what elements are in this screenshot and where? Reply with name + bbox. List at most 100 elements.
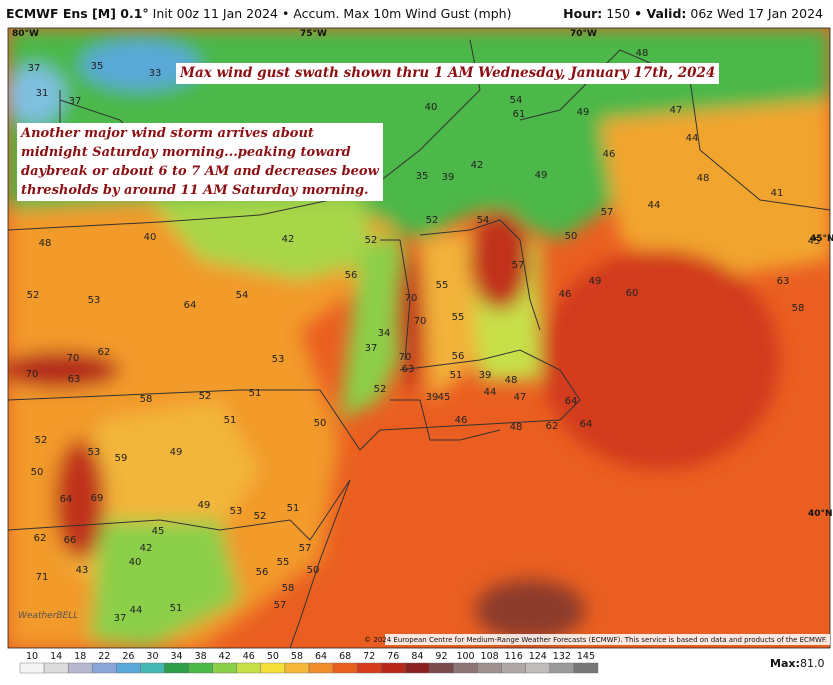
colorbar-swatch — [332, 662, 358, 674]
map-label: 44 — [484, 387, 497, 398]
map-label: 64 — [60, 494, 73, 505]
map-label: 62 — [546, 421, 559, 432]
map-label: 44 — [130, 605, 143, 616]
colorbar-swatch — [116, 662, 141, 674]
map-label: 58 — [140, 394, 153, 405]
map-label: 49 — [577, 107, 590, 118]
colorbar-label: 30 — [146, 651, 158, 662]
map-label: 50 — [565, 231, 578, 242]
colorbar-swatch — [188, 662, 213, 674]
map-label: 33 — [149, 68, 162, 79]
colorbar-swatch — [573, 662, 599, 674]
coordinate-label: 80°W — [12, 29, 39, 39]
map-label: 48 — [510, 422, 523, 433]
map-label: 42 — [140, 543, 153, 554]
map-field — [8, 28, 830, 648]
map-label: 39 — [479, 370, 492, 381]
map-label: 48 — [636, 48, 649, 59]
map-label: 39 — [426, 392, 439, 403]
colorbar-label: 108 — [481, 651, 499, 662]
map-label: 48 — [505, 375, 518, 386]
map-label: 39 — [442, 172, 455, 183]
colorbar-label: 92 — [435, 651, 447, 662]
map-label: 70 — [405, 293, 418, 304]
colorbar-label: 84 — [411, 651, 423, 662]
map-label: 62 — [98, 347, 111, 358]
header-left: ECMWF Ens [M] 0.1° Init 00z 11 Jan 2024 … — [6, 6, 511, 21]
map-label: 45 — [438, 392, 451, 403]
map-label: 53 — [88, 447, 101, 458]
map-label: 64 — [184, 300, 197, 311]
product: Init 00z 11 Jan 2024 • Accum. Max 10m Wi… — [152, 6, 512, 21]
map-label: 46 — [559, 289, 572, 300]
colorbar-label: 34 — [170, 651, 182, 662]
colorbar-label: 58 — [291, 651, 303, 662]
map-label: 57 — [512, 260, 525, 271]
map-label: 63 — [68, 374, 81, 385]
colorbar-swatch — [236, 662, 262, 674]
map-label: 34 — [378, 328, 391, 339]
model: ECMWF Ens [M] 0.1° — [6, 6, 149, 21]
colorbar-swatch — [19, 662, 45, 674]
map-label: 51 — [287, 503, 300, 514]
map-label: 47 — [670, 105, 683, 116]
coordinate-label: 70°W — [570, 29, 597, 39]
colorbar-swatch — [405, 662, 430, 674]
colorbar-label: 132 — [553, 651, 571, 662]
map-label: 64 — [580, 419, 593, 430]
header-right: Hour: 150 • Valid: 06z Wed 17 Jan 2024 — [563, 6, 823, 21]
map-label: 51 — [249, 388, 262, 399]
coordinate-label: 40°N — [808, 509, 833, 519]
map-label: 48 — [697, 173, 710, 184]
map-label: 69 — [91, 493, 104, 504]
colorbar-swatch — [284, 662, 310, 674]
map-label: 66 — [64, 535, 77, 546]
max-label: Max: — [770, 657, 800, 670]
map-labels: 37 35 33 31 37 40 48 48 54 61 49 47 44 46 42 49 35 39 48 41… — [26, 48, 821, 624]
map-label: 49 — [198, 500, 211, 511]
map-label: 53 — [88, 295, 101, 306]
colorbar-label: 22 — [98, 651, 110, 662]
copyright: © 2024 European Centre for Medium-Range … — [364, 636, 827, 644]
colorbar-label: 10 — [26, 651, 38, 662]
map-label: 60 — [626, 288, 639, 299]
map-label: 46 — [455, 415, 468, 426]
map-label: 51 — [224, 415, 237, 426]
coordinate-label: 75°W — [300, 29, 327, 39]
map-label: 57 — [299, 543, 312, 554]
map-label: 50 — [307, 565, 320, 576]
map-label: 37 — [69, 96, 82, 107]
map-label: 61 — [513, 109, 526, 120]
map-label: 42 — [471, 160, 484, 171]
map-label: 37 — [114, 613, 127, 624]
map-label: 37 — [28, 63, 41, 74]
map-label: 40 — [425, 102, 438, 113]
colorbar-swatch — [381, 662, 406, 674]
map-label: 51 — [170, 603, 183, 614]
colorbar-label: 124 — [529, 651, 547, 662]
map-label: 35 — [91, 61, 104, 72]
map-label: 58 — [282, 583, 295, 594]
map-label: 51 — [450, 370, 463, 381]
map-label: 56 — [345, 270, 358, 281]
map-label: 56 — [452, 351, 465, 362]
map-label: 62 — [34, 533, 47, 544]
map-label: 43 — [76, 565, 89, 576]
colorbar-swatch — [525, 662, 551, 674]
colorbar-swatch — [140, 662, 165, 674]
map-label: 52 — [254, 511, 267, 522]
map-label: 41 — [771, 188, 784, 199]
coordinates: 80°W 75°W 70°W 45°N 40°N — [12, 29, 833, 519]
map-label: 56 — [256, 567, 269, 578]
map-label: 48 — [39, 238, 52, 249]
map-label: 53 — [272, 354, 285, 365]
map-label: 46 — [603, 149, 616, 160]
map-label: 63 — [402, 364, 415, 375]
max-value: 81.0 — [800, 657, 825, 670]
map-label: 52 — [27, 290, 40, 301]
map-label: 40 — [144, 232, 157, 243]
map-label: 58 — [792, 303, 805, 314]
map-label: 40 — [129, 557, 142, 568]
map-label: 37 — [365, 343, 378, 354]
map-label: 70 — [67, 353, 80, 364]
